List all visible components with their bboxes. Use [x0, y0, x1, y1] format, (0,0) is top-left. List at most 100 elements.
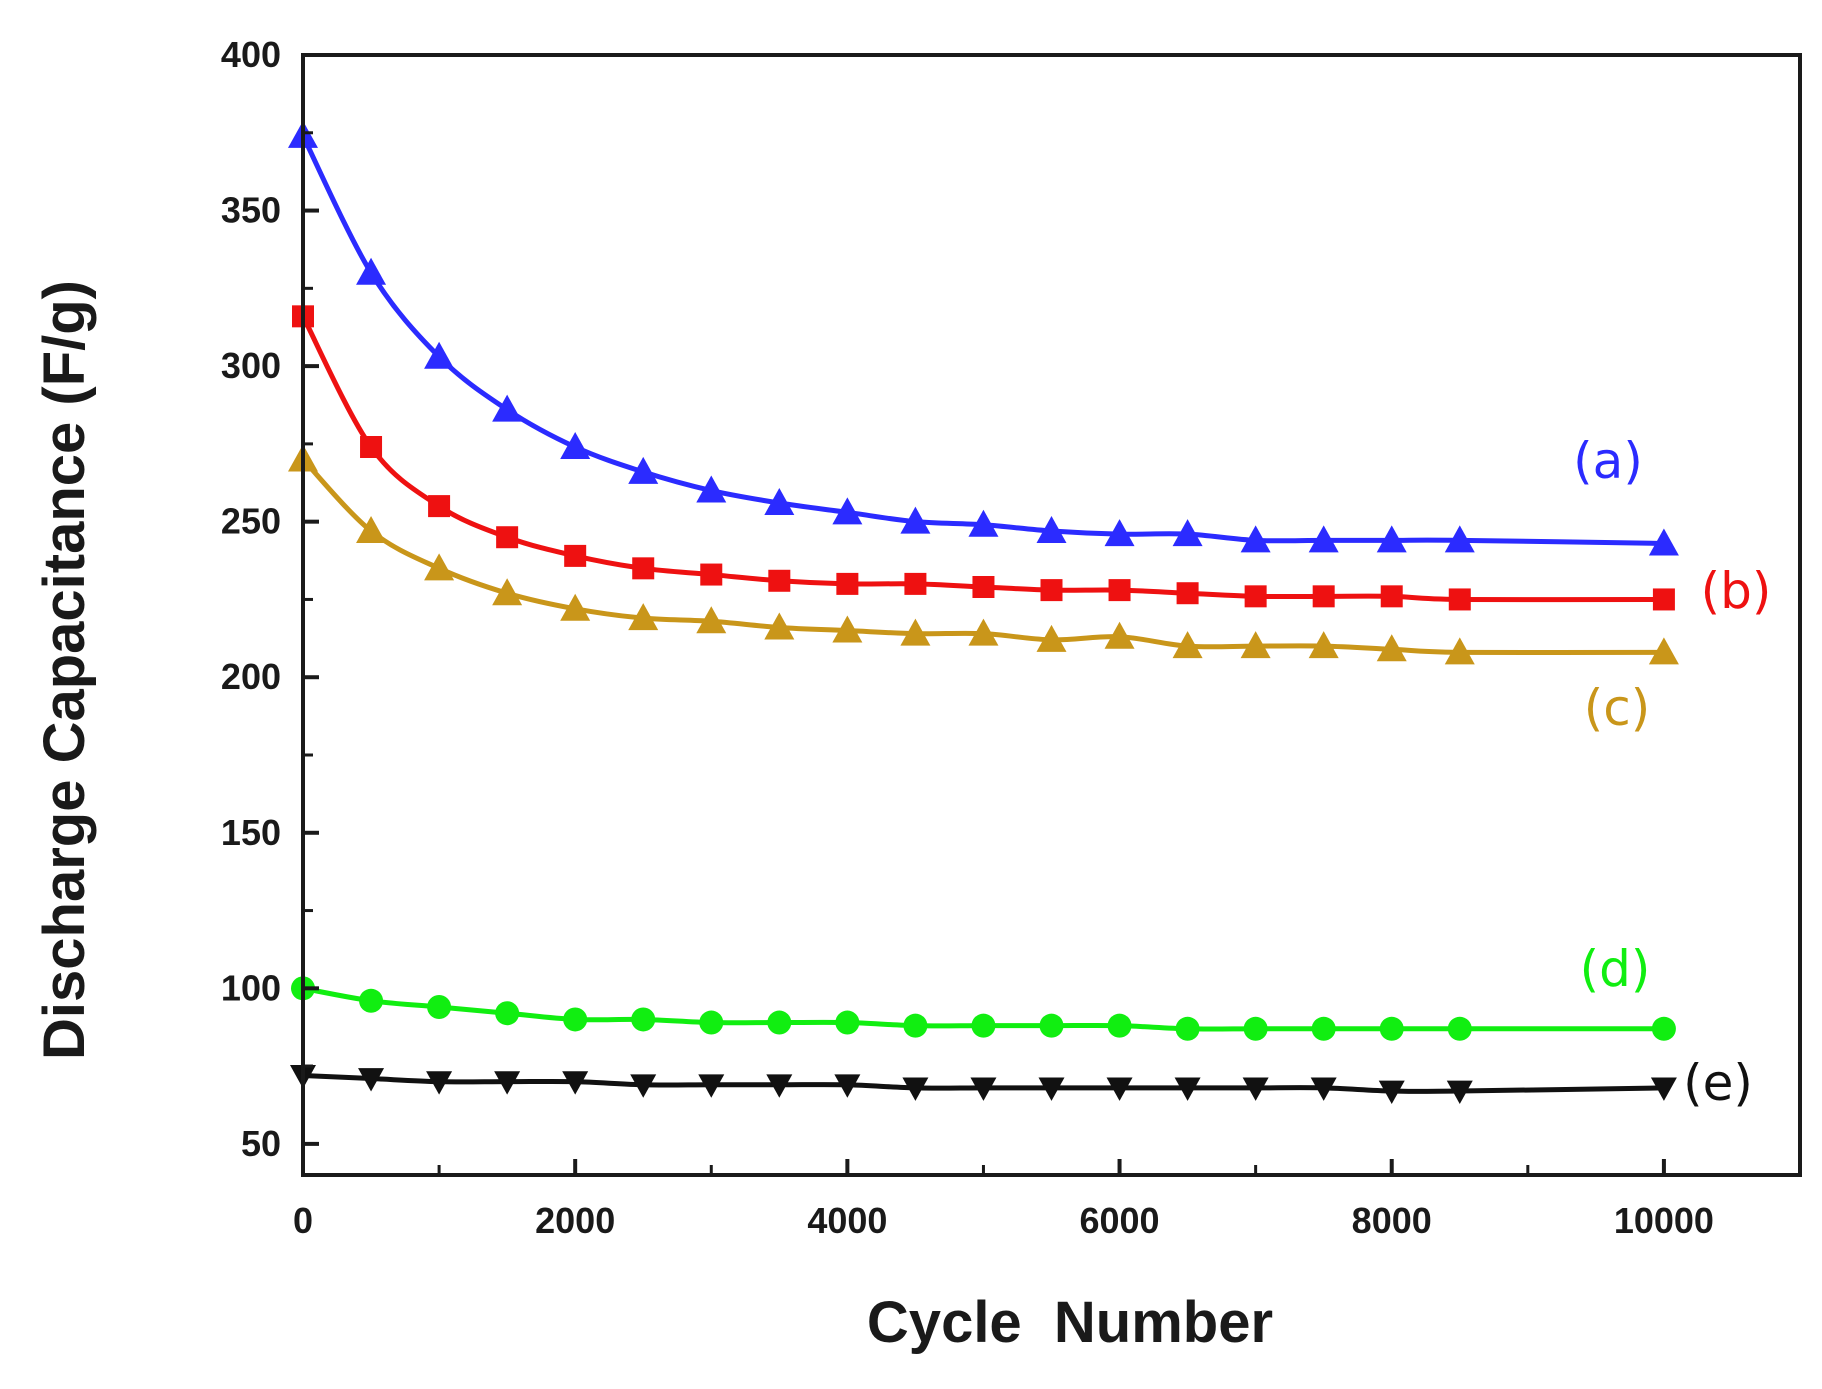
data-point-3-7	[767, 1010, 792, 1035]
data-point-2-18	[1648, 637, 1679, 665]
data-point-1-16	[1380, 585, 1403, 608]
data-point-0-11	[1036, 516, 1067, 543]
data-point-3-3	[495, 1001, 520, 1026]
data-point-0-3	[492, 394, 523, 422]
data-point-0-13	[1172, 519, 1203, 547]
data-point-1-3	[496, 526, 519, 549]
series-label-4: (e)	[1683, 1054, 1753, 1112]
data-point-0-18	[1648, 528, 1679, 556]
data-point-0-8	[832, 497, 863, 525]
data-point-2-17	[1444, 637, 1475, 665]
data-point-3-13	[1175, 1016, 1200, 1041]
plot-frame	[301, 53, 1802, 1177]
x-tick-label-10000: 10000	[1614, 1200, 1714, 1241]
data-point-1-11	[1040, 579, 1063, 602]
y-tick-label-300: 300	[221, 345, 281, 386]
data-point-1-7	[768, 569, 791, 592]
data-point-4-9	[902, 1077, 929, 1101]
data-point-2-14	[1240, 631, 1271, 659]
data-point-2-6	[696, 606, 727, 634]
data-point-1-12	[1108, 579, 1131, 602]
data-point-2-7	[764, 612, 795, 640]
x-tick-label-4000: 4000	[807, 1200, 887, 1241]
data-point-1-18	[1652, 588, 1675, 611]
data-point-3-11	[1039, 1013, 1064, 1038]
data-point-2-10	[968, 618, 999, 646]
x-axis-title: Cycle Number	[867, 1290, 1273, 1355]
y-tick-label-400: 400	[221, 34, 281, 75]
data-point-2-9	[900, 618, 931, 646]
x-tick-label-2000: 2000	[535, 1200, 615, 1241]
data-point-2-16	[1376, 634, 1407, 662]
data-point-1-14	[1244, 585, 1267, 608]
data-point-4-8	[834, 1074, 861, 1098]
data-point-1-5	[632, 557, 655, 580]
data-point-0-9	[900, 506, 931, 534]
data-point-4-13	[1174, 1077, 1201, 1101]
data-point-2-4	[560, 593, 591, 621]
y-tick-label-50: 50	[241, 1123, 281, 1164]
data-point-2-15	[1308, 631, 1339, 659]
data-point-3-14	[1243, 1016, 1268, 1041]
y-tick-label-350: 350	[221, 190, 281, 231]
data-point-0-16	[1376, 525, 1407, 553]
x-tick-label-8000: 8000	[1352, 1200, 1432, 1241]
data-point-3-5	[631, 1007, 656, 1032]
data-point-3-18	[1651, 1016, 1676, 1041]
data-point-0-6	[696, 475, 727, 503]
data-point-3-12	[1107, 1013, 1132, 1038]
data-point-4-11	[1038, 1077, 1065, 1101]
data-point-2-8	[832, 615, 863, 643]
data-point-4-12	[1106, 1077, 1133, 1101]
data-point-4-6	[698, 1074, 725, 1098]
data-point-4-2	[426, 1071, 453, 1095]
data-point-2-12	[1104, 621, 1135, 649]
data-point-0-15	[1308, 525, 1339, 553]
data-point-4-18	[1650, 1077, 1677, 1101]
data-point-0-10	[968, 509, 999, 537]
series-label-3: (d)	[1580, 940, 1651, 998]
data-point-2-2	[424, 553, 455, 581]
data-point-0-7	[764, 488, 795, 515]
data-point-0-17	[1444, 525, 1475, 553]
data-point-1-15	[1312, 585, 1335, 608]
data-point-1-8	[836, 572, 859, 595]
data-point-4-16	[1378, 1080, 1405, 1104]
y-tick-label-150: 150	[221, 812, 281, 853]
data-point-2-13	[1172, 631, 1203, 659]
data-point-4-3	[494, 1071, 521, 1095]
data-point-4-1	[358, 1068, 385, 1092]
series-line-1	[300, 315, 1664, 603]
data-point-4-17	[1446, 1080, 1473, 1104]
data-point-1-6	[700, 563, 723, 586]
data-point-0-12	[1104, 519, 1135, 547]
data-point-1-4	[564, 544, 587, 567]
data-point-4-15	[1310, 1077, 1337, 1101]
y-tick-label-100: 100	[221, 967, 281, 1008]
data-point-4-4	[562, 1071, 589, 1095]
data-point-2-5	[628, 603, 659, 631]
y-axis-title: Discharge Capacitance (F/g)	[32, 280, 97, 1060]
data-point-4-5	[630, 1074, 657, 1098]
data-point-4-10	[970, 1077, 997, 1101]
data-point-3-9	[903, 1013, 928, 1038]
data-point-0-4	[560, 432, 591, 459]
series-label-1: (b)	[1701, 562, 1772, 620]
data-point-0-14	[1240, 525, 1271, 553]
data-point-0-5	[628, 456, 659, 484]
y-tick-label-200: 200	[221, 656, 281, 697]
data-point-1-17	[1448, 588, 1471, 611]
data-point-2-3	[492, 578, 523, 606]
series-label-0: (a)	[1573, 432, 1643, 490]
data-point-1-1	[360, 436, 383, 458]
data-point-4-14	[1242, 1077, 1269, 1101]
data-point-4-7	[766, 1074, 793, 1098]
data-point-3-10	[971, 1013, 996, 1038]
y-tick-label-250: 250	[221, 501, 281, 542]
data-point-0-2	[424, 341, 455, 369]
series-label-2: (c)	[1584, 679, 1651, 737]
x-tick-label-0: 0	[293, 1200, 313, 1241]
